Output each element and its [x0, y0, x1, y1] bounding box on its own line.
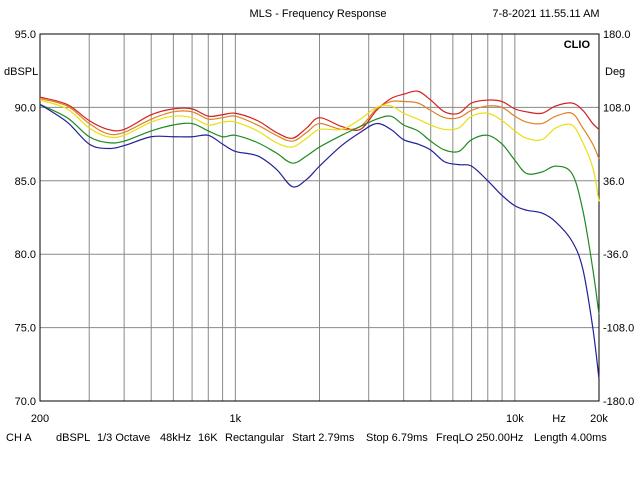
- y-tick-label: 75.0: [15, 323, 36, 335]
- y2-tick-label: 36.0: [603, 176, 624, 188]
- footer-window: Rectangular: [225, 432, 285, 444]
- y-tick-label: 70.0: [15, 396, 36, 408]
- y-tick-label: 80.0: [15, 249, 36, 261]
- y-axis-label: dBSPL: [4, 66, 38, 78]
- footer-fft-size: 16K: [198, 432, 218, 444]
- y2-axis-label: Deg: [605, 66, 625, 78]
- x-axis-unit: Hz: [552, 413, 565, 425]
- footer-channel: CH A: [6, 432, 32, 444]
- series-line-3: [39, 99, 600, 202]
- footer-sample-rate: 48kHz: [160, 432, 191, 444]
- plot-frame: [39, 33, 600, 402]
- footer-start: Start 2.79ms: [292, 432, 355, 444]
- series-group: [39, 90, 600, 380]
- y2-tick-label: 108.0: [603, 102, 631, 114]
- y2-tick-label: -108.0: [603, 323, 634, 335]
- footer-info: CH A dBSPL 1/3 Octave 48kHz 16K Rectangu…: [6, 432, 607, 444]
- footer-stop: Stop 6.79ms: [366, 432, 428, 444]
- y2-tick-label: -180.0: [603, 396, 634, 408]
- timestamp: 7-8-2021 11.55.11 AM: [492, 8, 599, 20]
- series-line-2: [39, 98, 600, 160]
- series-line-5: [39, 103, 600, 380]
- chart-title: MLS - Frequency Response: [250, 8, 387, 20]
- y-tick-label: 90.0: [15, 102, 36, 114]
- y2-tick-label: 180.0: [603, 29, 631, 41]
- y-tick-label: 95.0: [15, 29, 36, 41]
- series-line-4: [39, 103, 600, 315]
- series-line-1: [39, 90, 600, 139]
- grid: [40, 34, 599, 401]
- footer-unit: dBSPL: [56, 432, 90, 444]
- y-tick-label: 85.0: [15, 176, 36, 188]
- footer-freq-lo: FreqLO 250.00Hz: [436, 432, 523, 444]
- x-tick-label: 10k: [506, 413, 524, 425]
- tick-labels: 95.0 90.0 85.0 80.0 75.0 70.0 180.0 108.0 36.0 -3…: [15, 29, 635, 425]
- x-tick-label: 200: [31, 413, 49, 425]
- y2-tick-label: -36.0: [603, 249, 628, 261]
- x-tick-label: 20k: [590, 413, 608, 425]
- x-tick-label: 1k: [230, 413, 242, 425]
- footer-smoothing: 1/3 Octave: [97, 432, 150, 444]
- footer-length: Length 4.00ms: [534, 432, 607, 444]
- brand-label: CLIO: [564, 39, 591, 51]
